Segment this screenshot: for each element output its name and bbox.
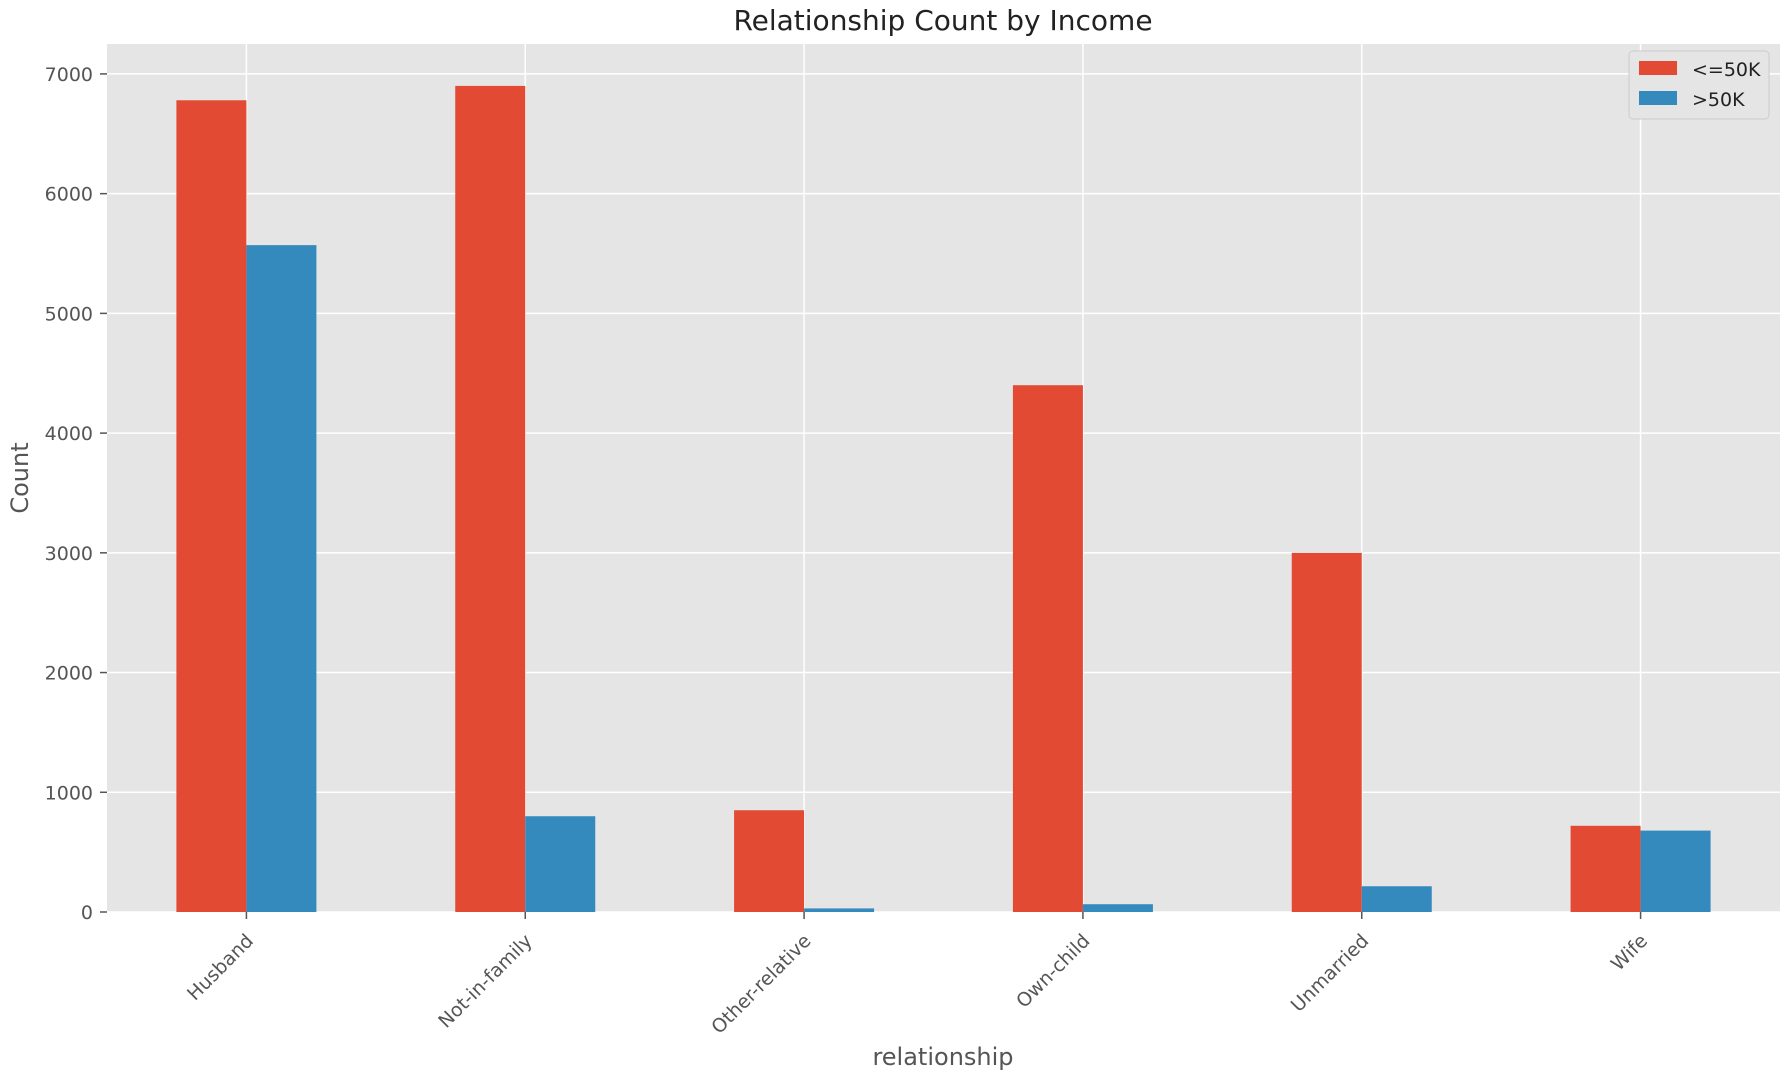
x-tick-label: Own-child — [1012, 930, 1094, 1012]
x-axis-title: relationship — [872, 1043, 1013, 1071]
bar-gt50k-not-in-family — [525, 816, 596, 912]
legend-label-gt50k: >50K — [1692, 89, 1745, 111]
bar-gt50k-husband — [246, 245, 317, 913]
bars — [176, 85, 1711, 913]
y-tick-label: 0 — [81, 902, 93, 924]
bar-le50k-other-relative — [734, 810, 805, 912]
x-tick-label: Other-relative — [707, 930, 815, 1038]
y-axis-title: Count — [6, 442, 34, 513]
y-tick-label: 1000 — [45, 782, 93, 804]
x-tick-label: Wife — [1607, 930, 1652, 975]
chart-title: Relationship Count by Income — [733, 4, 1152, 37]
bar-le50k-not-in-family — [455, 85, 526, 913]
bar-le50k-husband — [176, 100, 247, 913]
y-tick-label: 6000 — [45, 184, 93, 206]
bar-le50k-own-child — [1012, 385, 1083, 912]
bar-gt50k-unmarried — [1361, 886, 1432, 912]
bar-gt50k-other-relative — [804, 908, 875, 912]
x-tick-label: Husband — [183, 930, 258, 1005]
bar-gt50k-own-child — [1082, 904, 1153, 912]
plot-area — [107, 44, 1780, 912]
legend: <=50K >50K — [1628, 50, 1770, 120]
bar-le50k-unmarried — [1291, 552, 1362, 912]
x-tick-label: Not-in-family — [434, 930, 537, 1033]
grid-lines — [107, 44, 1780, 913]
y-tick-label: 4000 — [45, 423, 93, 445]
bar-gt50k-wife — [1640, 830, 1711, 912]
y-tick-label: 7000 — [45, 64, 93, 86]
y-tick-label: 2000 — [45, 663, 93, 685]
legend-swatch-gt50k — [1639, 91, 1677, 105]
x-tick-label: Unmarried — [1287, 930, 1374, 1017]
y-tick-label: 3000 — [45, 543, 93, 565]
legend-swatch-le50k — [1639, 61, 1677, 75]
legend-label-le50k: <=50K — [1692, 59, 1761, 81]
y-tick-label: 5000 — [45, 303, 93, 325]
bar-le50k-wife — [1570, 825, 1641, 912]
